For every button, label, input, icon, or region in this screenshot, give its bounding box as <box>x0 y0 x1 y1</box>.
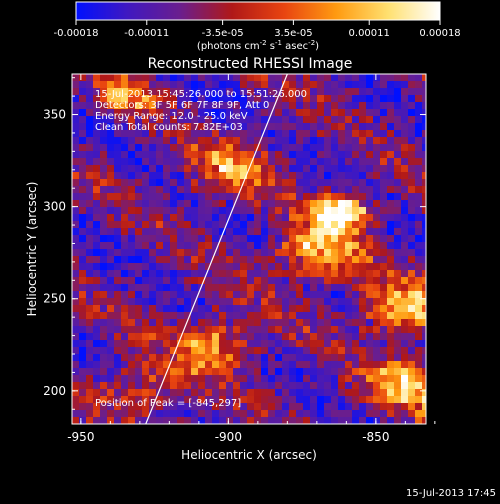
observation-info: 15-Jul-2013 15:45:26.000 to 15:51:26.000… <box>95 89 307 133</box>
x-axis-label: Heliocentric X (arcsec) <box>181 448 317 462</box>
y-tick-label: 200 <box>43 384 66 398</box>
x-tick-label: -900 <box>215 430 242 444</box>
colorbar-tick-label: -0.00018 <box>54 28 99 39</box>
heatmap-image <box>72 74 426 424</box>
y-tick-label: 250 <box>43 292 66 306</box>
colorbar-unit-label: (photons cm-2 s-1 asec-2) <box>197 39 319 52</box>
info-line: Detectors: 3F 5F 6F 7F 8F 9F, Att 0 <box>95 100 269 111</box>
plot-title: Reconstructed RHESSI Image <box>148 56 353 72</box>
x-tick-label: -850 <box>362 430 389 444</box>
y-tick-label: 300 <box>43 200 66 214</box>
colorbar-tick-label: -0.00011 <box>124 28 169 39</box>
colorbar-tick-label: 3.5e-05 <box>274 28 312 39</box>
y-axis-label: Heliocentric Y (arcsec) <box>25 182 39 317</box>
colorbar-tick-label: 0.00018 <box>419 28 460 39</box>
colorbar-tick-label: -3.5e-05 <box>202 28 244 39</box>
x-tick-label: -950 <box>67 430 94 444</box>
y-axis-ticks: 200 250 300 350 <box>43 77 426 410</box>
solar-limb-line <box>145 73 288 425</box>
colorbar-ticks: -0.00018 -0.00011 -3.5e-05 3.5e-05 0.00011 0.… <box>54 20 461 39</box>
colorbar-gradient <box>75 1 441 21</box>
timestamp: 15-Jul-2013 17:45 <box>406 488 496 499</box>
y-tick-label: 350 <box>43 108 66 122</box>
info-line: 15-Jul-2013 15:45:26.000 to 15:51:26.000 <box>95 89 307 100</box>
colorbar: -0.00018 -0.00011 -3.5e-05 3.5e-05 0.00011 0.… <box>54 1 461 52</box>
plot-frame <box>71 73 427 425</box>
x-axis-ticks: -950-900-850-800 <box>67 74 436 444</box>
info-line: Clean Total counts: 7.82E+03 <box>95 122 243 133</box>
info-line: Energy Range: 12.0 - 25.0 keV <box>95 111 248 122</box>
colorbar-tick-label: 0.00011 <box>349 28 390 39</box>
peak-position-label: Position of Peak = [-845,297] <box>95 398 241 409</box>
